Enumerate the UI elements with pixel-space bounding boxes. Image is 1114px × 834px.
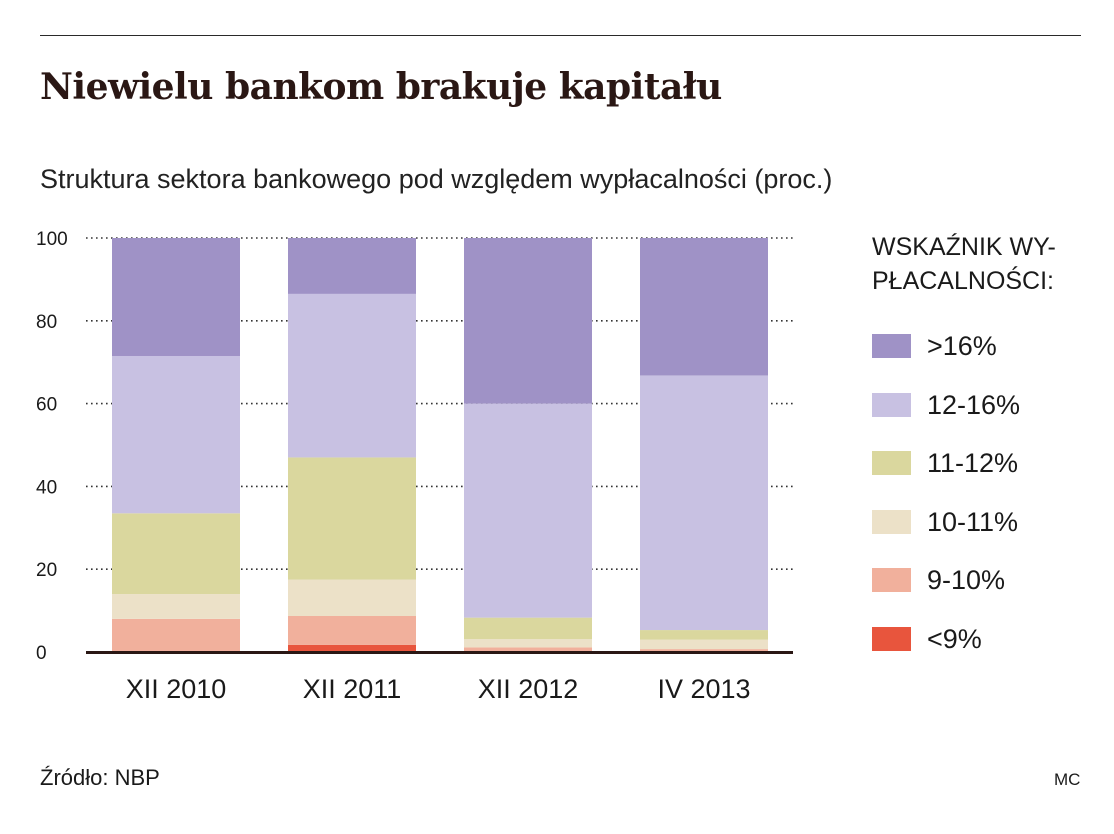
stacked-bar-chart: 0 20 40 60 80 100 XII 2010 XII 2011 XII 2012 IV … (36, 229, 793, 704)
bar-stack-1 (112, 238, 240, 652)
bar-segment-1-5 (112, 355, 240, 514)
bar-segment-3-5 (464, 403, 592, 618)
bar-stack-4 (640, 238, 768, 652)
bar-segment-2-1 (288, 644, 416, 652)
bar-segment-2-5 (288, 293, 416, 458)
bar-segment-4-3 (640, 639, 768, 650)
x-tick-label-1: XII 2010 (126, 674, 227, 704)
bar-segment-3-2 (464, 647, 592, 651)
bars (112, 238, 768, 652)
source-note: Źródło: NBP (40, 765, 160, 790)
legend-swatch (872, 334, 911, 358)
bar-stack-3 (464, 238, 592, 652)
y-axis-ticks: 0 20 40 60 80 100 (36, 229, 68, 664)
y-tick-label-20: 20 (36, 560, 57, 581)
bar-segment-2-4 (288, 457, 416, 580)
bar-segment-1-4 (112, 513, 240, 595)
legend-item-6: <9% (872, 624, 1092, 683)
legend-item-5: 9-10% (872, 565, 1092, 624)
legend: >16% 12-16% 11-12% 10-11% 9-10% <9% (872, 331, 1092, 683)
legend-swatch (872, 568, 911, 593)
legend-item-2: 12-16% (872, 390, 1092, 449)
y-tick-label-60: 60 (36, 395, 57, 416)
legend-label: <9% (927, 623, 982, 654)
y-tick-label-0: 0 (36, 643, 47, 664)
bar-segment-1-2 (112, 618, 240, 651)
legend-title: WSKAŹNIK WY-PŁACALNOŚCI: (872, 233, 1056, 295)
bar-segment-3-4 (464, 617, 592, 640)
x-axis-labels: XII 2010 XII 2011 XII 2012 IV 2013 (126, 674, 751, 704)
bar-segment-4-2 (640, 649, 768, 652)
legend-swatch (872, 626, 911, 651)
bar-segment-1-6 (112, 238, 240, 356)
bar-stack-2 (288, 238, 416, 652)
bar-segment-4-6 (640, 238, 768, 376)
chart-title: Niewielu bankom brakuje kapitału (40, 66, 722, 108)
legend-label: 10-11% (927, 506, 1019, 537)
bar-segment-2-2 (288, 615, 416, 645)
bar-segment-2-6 (288, 238, 416, 294)
x-tick-label-2: XII 2011 (303, 674, 402, 704)
top-rule (40, 35, 1081, 36)
bar-segment-2-3 (288, 579, 416, 616)
legend-item-3: 11-12% (872, 448, 1092, 507)
author-credit: MC (1054, 770, 1081, 789)
legend-label: 11-12% (927, 448, 1019, 479)
y-tick-label-100: 100 (36, 229, 68, 250)
legend-label: >16% (927, 331, 997, 361)
chart-subtitle: Struktura sektora bankowego pod względem… (40, 164, 833, 194)
legend-swatch (872, 451, 911, 476)
legend-label: 9-10% (927, 565, 1006, 596)
bar-segment-4-4 (640, 630, 768, 640)
bar-segment-3-6 (464, 238, 592, 404)
y-tick-label-80: 80 (36, 312, 57, 333)
bar-segment-3-3 (464, 639, 592, 648)
legend-item-4: 10-11% (872, 507, 1092, 566)
x-tick-label-3: XII 2012 (478, 674, 579, 704)
x-tick-label-4: IV 2013 (657, 674, 750, 704)
bar-segment-4-5 (640, 375, 768, 631)
legend-item-1: >16% (872, 331, 1092, 390)
y-tick-label-40: 40 (36, 477, 57, 498)
legend-swatch (872, 509, 911, 534)
bar-segment-1-3 (112, 594, 240, 619)
legend-swatch (872, 392, 911, 417)
legend-label: 12-16% (927, 389, 1021, 420)
